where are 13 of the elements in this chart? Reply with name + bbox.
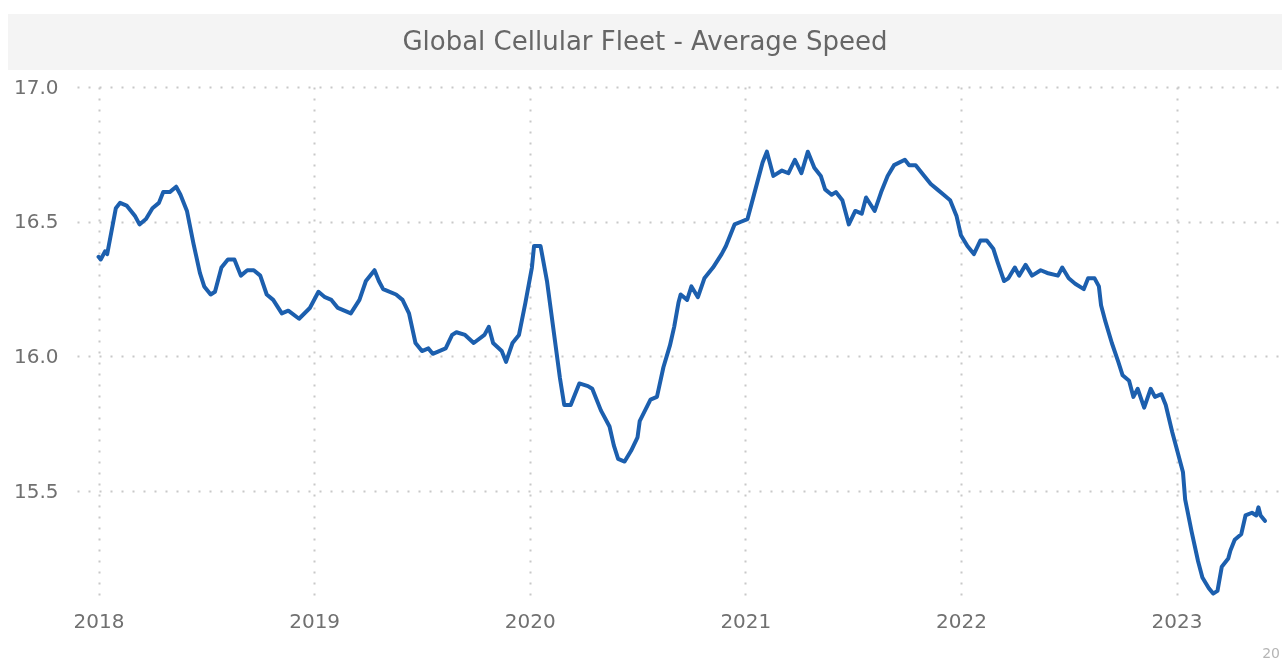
text: 20 <box>1262 645 1280 661</box>
chart-title: Global Cellular Fleet - Average Speed <box>402 26 888 56</box>
y-tick-label: 17.0 <box>13 74 59 99</box>
x-tick-label: 2020 <box>504 608 556 633</box>
x-tick-label: 2021 <box>720 608 772 633</box>
line-series <box>96 149 1267 596</box>
x-tick-label: 2018 <box>73 608 125 633</box>
x-tick-label: 2023 <box>1151 608 1203 633</box>
y-tick-label: 16.5 <box>13 209 59 234</box>
y-tick-label: 15.5 <box>13 478 59 503</box>
x-tick-label: 2019 <box>289 608 341 633</box>
y-tick-label: 16.0 <box>13 343 59 368</box>
x-tick-label: 2022 <box>935 608 987 633</box>
